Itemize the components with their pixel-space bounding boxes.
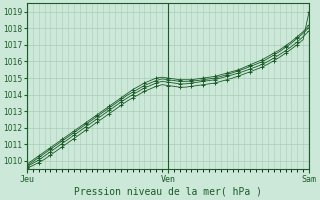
X-axis label: Pression niveau de la mer( hPa ): Pression niveau de la mer( hPa ) (74, 187, 262, 197)
